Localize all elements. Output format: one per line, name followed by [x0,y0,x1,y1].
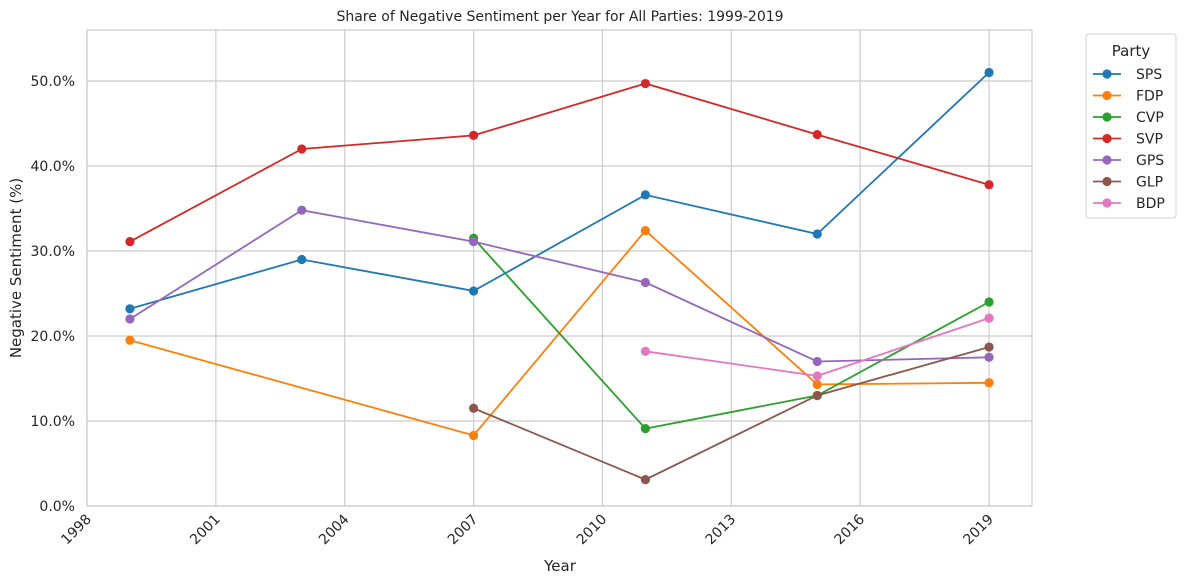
data-point [984,352,994,362]
series-svp [125,78,994,247]
legend-item: SPS [1093,67,1162,83]
legend-label: CVP [1136,110,1164,126]
data-point [812,356,822,367]
legend-title: Party [1112,42,1151,60]
series-line [129,209,990,363]
legend-label: SPS [1136,67,1162,83]
legend-marker [1102,198,1112,208]
plot-frame [86,29,1033,507]
legend-item: GPS [1093,153,1164,169]
chart-title: Share of Negative Sentiment per Year for… [336,9,783,25]
data-point [812,371,822,381]
legend-marker [1102,69,1112,79]
series-gps [125,205,994,367]
series-line [473,346,990,481]
data-point [640,190,651,200]
data-point [125,237,135,247]
data-point [812,390,822,401]
data-point [984,297,994,307]
series-glp [468,342,994,485]
y-tick-label: 10.0% [31,414,75,430]
data-point [640,475,651,485]
data-point [125,304,135,314]
data-point [984,67,994,78]
x-axis-ticks: 1998 2001 2004 2007 2010 2013 2016 2019 [58,511,997,548]
x-tick-label: 2016 [831,511,868,548]
data-point [640,346,651,356]
data-series [125,67,994,485]
x-axis-label: Year [543,557,577,575]
data-point [984,313,994,323]
series-fdp [125,226,994,441]
x-tick-label: 2013 [703,512,740,549]
legend-item: FDP [1093,89,1163,105]
data-point [984,378,994,388]
data-point [468,286,479,296]
legend-marker [1102,90,1112,101]
y-axis-label: Negative Sentiment (%) [7,178,25,358]
legend-label: GPS [1136,153,1164,169]
data-point [640,226,651,236]
legend-label: GLP [1136,175,1163,191]
legend-label: SVP [1136,132,1163,148]
data-point [812,129,822,140]
x-tick-label: 1998 [58,512,95,549]
data-point [125,335,135,345]
data-point [984,180,994,190]
series-sps [125,67,994,314]
data-point [297,254,307,265]
data-point [297,144,307,154]
data-point [468,403,479,413]
legend-label: BDP [1136,196,1165,212]
grid-lines [86,30,1032,507]
legend-item: CVP [1093,110,1164,126]
y-tick-label: 30.0% [31,244,75,260]
legend-item: BDP [1093,196,1165,212]
series-line [645,317,990,377]
data-point [297,205,307,215]
y-tick-label: 0.0% [39,499,75,515]
data-point [468,237,479,247]
legend-marker [1102,176,1112,187]
legend-item: SVP [1093,132,1163,148]
data-point [468,130,479,140]
x-tick-label: 2007 [445,512,482,549]
x-tick-label: 2019 [960,512,997,549]
series-line [129,71,990,310]
y-tick-label: 40.0% [31,159,75,175]
data-point [468,430,479,441]
y-axis-ticks: 0.0% 10.0% 20.0% 30.0% 40.0% 50.0% [31,74,75,515]
x-tick-label: 2004 [316,511,353,548]
y-tick-label: 50.0% [31,74,75,90]
data-point [640,78,651,89]
legend: Party SPS FDP CVP SVP GPS GLP BDP [1085,33,1177,219]
series-line [129,82,990,243]
legend-box [1085,33,1177,219]
series-bdp [640,313,994,381]
legend-items: SPS FDP CVP SVP GPS GLP BDP [1093,67,1165,212]
data-point [812,229,822,239]
series-line [472,237,990,430]
legend-marker [1102,133,1112,144]
data-point [812,379,822,390]
legend-marker [1102,155,1112,165]
legend-marker [1102,112,1112,122]
y-tick-label: 20.0% [31,329,75,345]
legend-label: FDP [1136,89,1163,105]
legend-item: GLP [1093,175,1163,191]
x-tick-label: 2010 [574,512,611,549]
data-point [640,277,651,288]
data-point [984,342,994,352]
data-point [640,424,651,434]
x-tick-label: 2001 [187,512,224,549]
data-point [125,314,135,324]
